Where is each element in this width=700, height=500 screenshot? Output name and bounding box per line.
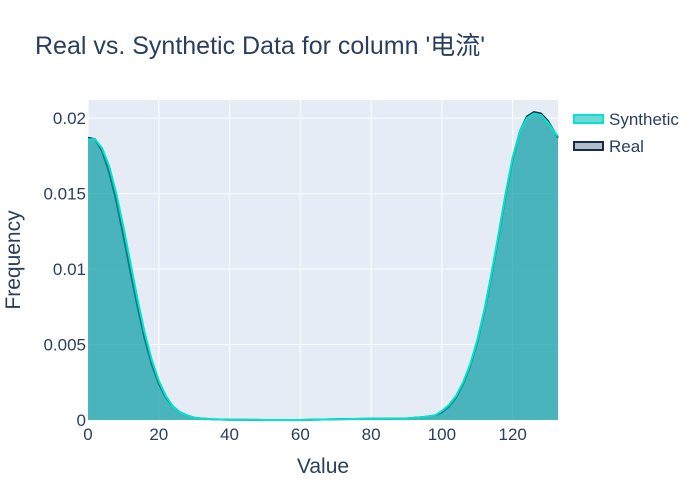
- legend-swatch-synthetic: [573, 114, 604, 124]
- chart-title: Real vs. Synthetic Data for column '电流': [35, 32, 485, 60]
- series-line-synthetic: [88, 112, 559, 421]
- y-tick-label: 0.005: [43, 336, 86, 355]
- y-axis-title: Frequency: [2, 210, 25, 310]
- legend: Synthetic Real: [573, 110, 679, 156]
- y-tick-label: 0: [77, 411, 86, 430]
- x-tick-label: 40: [220, 425, 239, 444]
- x-tick-label: 100: [428, 425, 456, 444]
- x-tick-label: 0: [83, 425, 92, 444]
- series-area-synthetic: [88, 113, 558, 420]
- series-areas: [87, 111, 559, 421]
- x-tick-label: 80: [362, 425, 381, 444]
- y-tick-label: 0.02: [53, 109, 86, 128]
- legend-label-synthetic: Synthetic: [609, 110, 679, 129]
- y-tick-label: 0.01: [53, 260, 86, 279]
- legend-label-real: Real: [609, 137, 644, 156]
- x-tick-label: 120: [499, 425, 527, 444]
- x-tick-label: 60: [291, 425, 310, 444]
- x-axis-title: Value: [297, 455, 349, 478]
- legend-swatch-real: [573, 141, 604, 151]
- x-tick-label: 20: [149, 425, 168, 444]
- y-tick-label: 0.015: [43, 185, 86, 204]
- axis-ticks: 0 20 40 60 80 100 120 0 0.005 0.01 0.015 0.02: [43, 109, 526, 444]
